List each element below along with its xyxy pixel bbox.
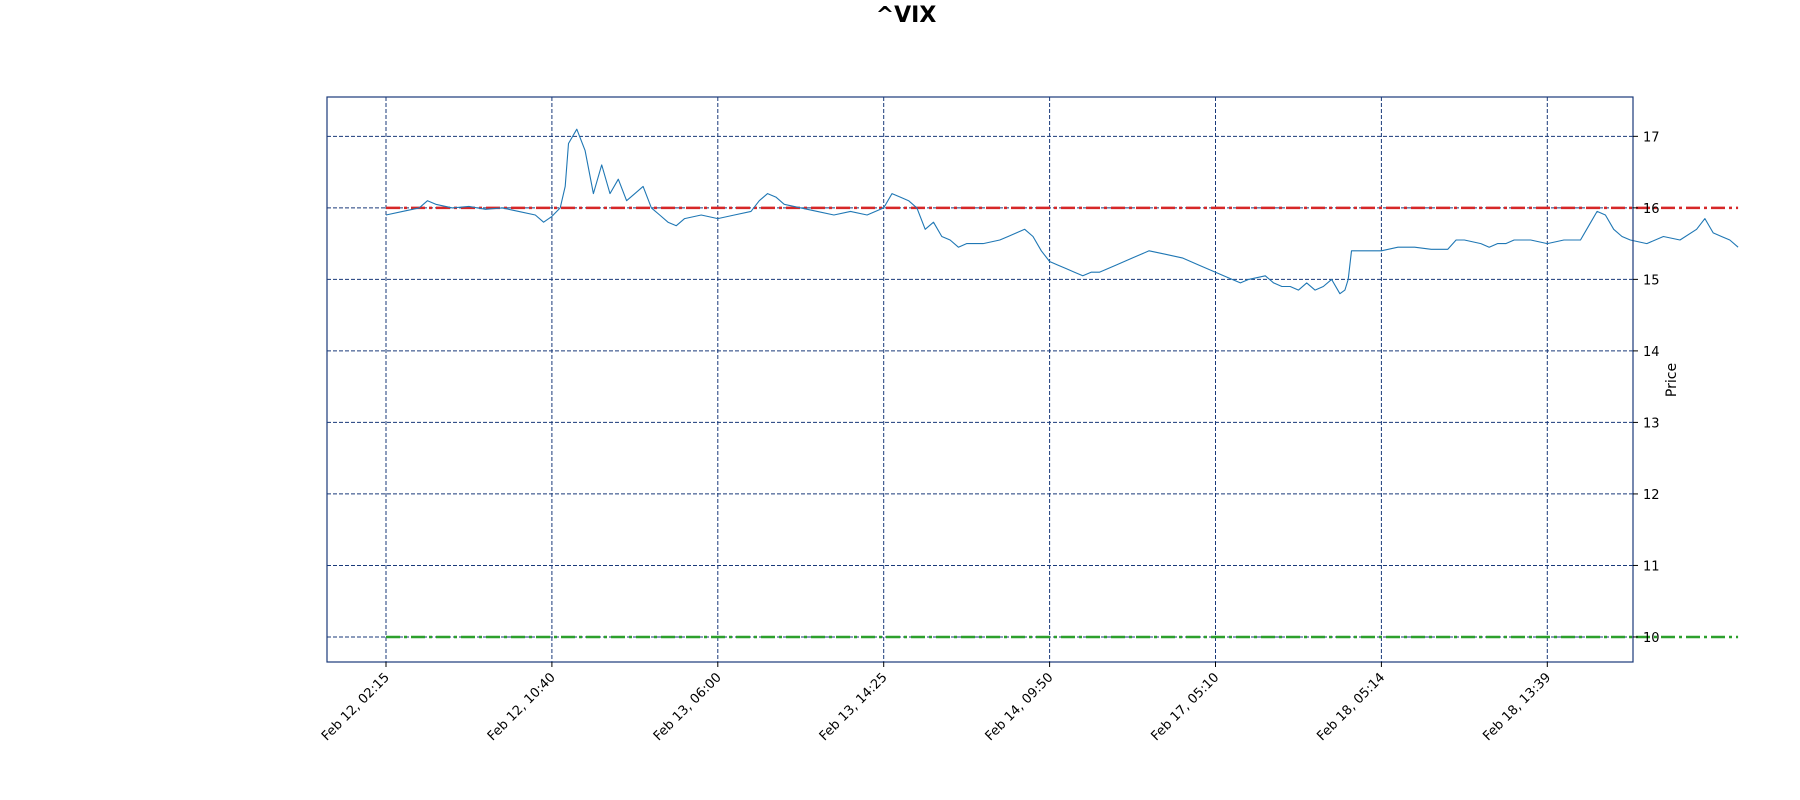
plot-frame [326, 96, 1634, 663]
price-series [385, 128, 1739, 295]
y-tick-label: 10 [1643, 631, 1660, 646]
y-axis-label: Price [1664, 363, 1680, 397]
reference-lines [386, 206, 1739, 639]
y-tick-label: 14 [1643, 345, 1660, 360]
y-tick-label: 17 [1643, 130, 1660, 145]
chart-title: ^VIX [876, 3, 937, 28]
price-line [385, 128, 1739, 295]
y-tick-label: 12 [1643, 488, 1660, 503]
y-tick-label: 15 [1643, 273, 1660, 288]
y-tick-label: 11 [1643, 559, 1660, 574]
y-tick-label: 16 [1643, 202, 1660, 217]
y-tick-label: 13 [1643, 416, 1660, 431]
y-axis-ticks: 10 11 12 13 14 15 16 17 [1633, 130, 1660, 646]
